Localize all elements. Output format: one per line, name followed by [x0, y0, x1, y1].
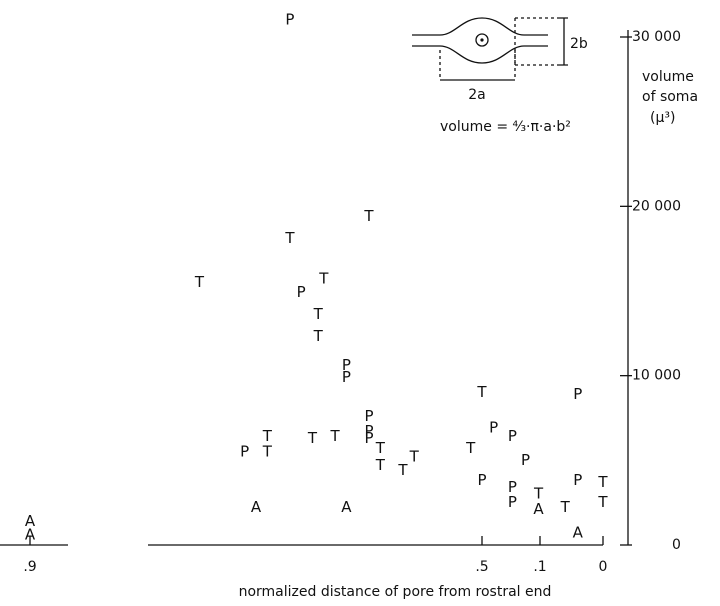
x-tick-label: 0 — [599, 559, 608, 575]
point: P — [489, 419, 498, 437]
point: P — [364, 407, 373, 425]
x-axis-title: normalized distance of pore from rostral… — [239, 584, 552, 600]
point: P — [477, 471, 486, 489]
point: T — [262, 442, 273, 460]
point: P — [521, 451, 530, 469]
point: P — [508, 493, 517, 511]
point: T — [375, 456, 386, 474]
point: A — [573, 524, 584, 542]
point: T — [560, 498, 571, 516]
point: T — [465, 439, 476, 457]
point: T — [533, 485, 544, 503]
point: A — [533, 500, 544, 518]
y-tick-label: 10 000 — [632, 368, 681, 384]
point: T — [194, 273, 205, 291]
point: P — [364, 429, 373, 447]
y-tick-label: 30 000 — [632, 29, 681, 45]
point: P — [240, 442, 249, 460]
point: P — [573, 471, 582, 489]
y-axis-title: (μ³) — [650, 110, 675, 126]
y-axis-title: volume — [642, 69, 694, 85]
point: A — [25, 525, 36, 543]
point: P — [285, 11, 294, 29]
point: P — [297, 283, 306, 301]
point: T — [313, 327, 324, 345]
point: T — [307, 429, 318, 447]
point: T — [597, 473, 608, 491]
point: T — [597, 493, 608, 511]
x-tick-label: .9 — [23, 559, 36, 575]
point: A — [341, 498, 352, 516]
point: P — [508, 427, 517, 445]
x-tick-label: .1 — [533, 559, 546, 575]
point: T — [262, 427, 273, 445]
point: T — [330, 427, 341, 445]
point: T — [313, 305, 324, 323]
inset-label-a: 2a — [468, 87, 486, 103]
y-tick-label: 0 — [672, 537, 681, 553]
inset-label-b: 2b — [570, 36, 588, 52]
point: T — [476, 383, 487, 401]
point: P — [342, 368, 351, 386]
point: A — [251, 498, 262, 516]
formula: volume = ⁴⁄₃·π·a·b² — [440, 119, 571, 135]
point: T — [375, 439, 386, 457]
point: P — [508, 478, 517, 496]
y-tick-label: 20 000 — [632, 198, 681, 214]
point: T — [284, 229, 295, 247]
point: P — [342, 356, 351, 374]
point: A — [25, 512, 36, 530]
point: T — [397, 461, 408, 479]
y-axis-title: of soma — [642, 89, 698, 105]
point: T — [363, 207, 374, 225]
x-tick-label: .5 — [475, 559, 488, 575]
point: P — [573, 385, 582, 403]
point: T — [318, 270, 329, 288]
inset-diagram — [412, 17, 568, 81]
point: P — [364, 422, 373, 440]
point: T — [409, 447, 420, 465]
